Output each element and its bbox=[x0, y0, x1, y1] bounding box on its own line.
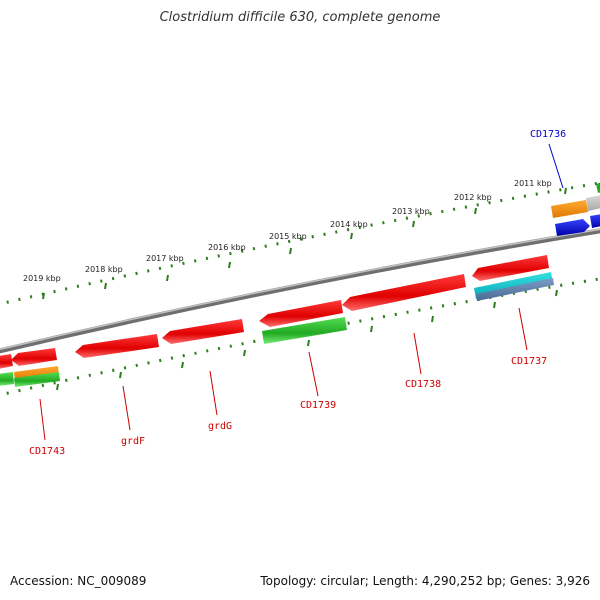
feature-cd1737-steel[interactable] bbox=[476, 278, 554, 301]
feature-grdg[interactable] bbox=[162, 319, 244, 344]
tick-label-2019: 2019 kbp bbox=[23, 274, 61, 283]
inner-major-ticks bbox=[56, 289, 558, 391]
tick-label-2018: 2018 kbp bbox=[85, 265, 123, 274]
tick-label-2011: 2011 kbp bbox=[514, 179, 552, 188]
feature-red-left-a[interactable] bbox=[11, 348, 57, 366]
feature-blue-1[interactable] bbox=[555, 219, 590, 236]
tick-label-2016: 2016 kbp bbox=[208, 243, 246, 252]
feature-green-left[interactable] bbox=[0, 372, 14, 386]
feature-grey-right[interactable] bbox=[586, 195, 600, 211]
accession-text: Accession: NC_009089 bbox=[10, 574, 147, 588]
tick-label-2017: 2017 kbp bbox=[146, 254, 184, 263]
tick-label-2013: 2013 kbp bbox=[392, 207, 430, 216]
gene-label-cd1739[interactable]: CD1739 bbox=[300, 400, 336, 411]
feature-red-left-b[interactable] bbox=[0, 354, 13, 369]
feature-cd1738[interactable] bbox=[342, 274, 466, 311]
feature-cd1736-orange[interactable] bbox=[551, 200, 588, 218]
gene-label-cd1737[interactable]: CD1737 bbox=[511, 356, 547, 367]
feature-grdf[interactable] bbox=[75, 334, 159, 358]
tick-label-2012: 2012 kbp bbox=[454, 193, 492, 202]
feature-cd1739-green[interactable] bbox=[262, 317, 347, 344]
gene-label-grdg[interactable]: grdG bbox=[208, 421, 232, 432]
genome-summary-text: Topology: circular; Length: 4,290,252 bp… bbox=[260, 574, 590, 588]
outer-major-ticks bbox=[42, 187, 567, 300]
feature-cd1737[interactable] bbox=[472, 255, 549, 281]
gene-label-grdf[interactable]: grdF bbox=[121, 436, 145, 447]
tick-label-2015: 2015 kbp bbox=[269, 232, 307, 241]
feature-green-edge[interactable] bbox=[596, 182, 600, 193]
label-leaders bbox=[39, 143, 564, 441]
gene-label-cd1738[interactable]: CD1738 bbox=[405, 379, 441, 390]
feature-cd1743-green[interactable] bbox=[14, 372, 60, 387]
gene-label-cd1743[interactable]: CD1743 bbox=[29, 446, 65, 457]
tick-label-2014: 2014 kbp bbox=[330, 220, 368, 229]
gene-label-cd1736[interactable]: CD1736 bbox=[530, 129, 566, 140]
map-title: Clostridium difficile 630, complete geno… bbox=[159, 10, 441, 25]
genome-backbone bbox=[0, 228, 600, 354]
feature-cd1739[interactable] bbox=[259, 300, 343, 327]
feature-blue-2[interactable] bbox=[590, 214, 600, 228]
outer-tick-ring bbox=[0, 181, 600, 306]
